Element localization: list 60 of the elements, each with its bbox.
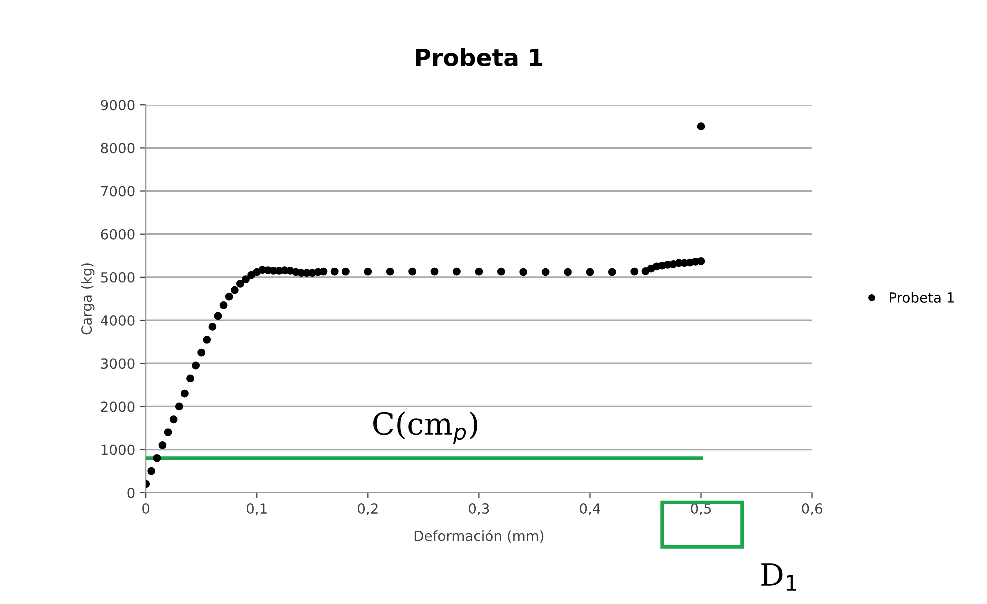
- point: [642, 267, 650, 276]
- x-tick-label: 0,1: [246, 504, 267, 516]
- point: [630, 268, 639, 276]
- point: [220, 301, 228, 310]
- point: [208, 323, 217, 331]
- point: [198, 348, 206, 357]
- point: [542, 268, 550, 276]
- point: [164, 428, 172, 436]
- point: [175, 402, 184, 411]
- point: [608, 268, 616, 276]
- point: [230, 286, 239, 294]
- x-tick-label: 0,2: [358, 504, 378, 516]
- x-tick-label: 0,3: [469, 504, 490, 516]
- point: [192, 362, 200, 370]
- point: [364, 268, 372, 276]
- point: [214, 312, 222, 320]
- point: [453, 268, 461, 276]
- point: [697, 258, 706, 266]
- point: [158, 442, 167, 450]
- y-tick-label: 6000: [101, 229, 135, 240]
- point: [186, 374, 194, 383]
- text: D$_{1}$: [762, 564, 796, 591]
- y-axis-title: Carga (kg): [81, 264, 95, 335]
- y-tick-label: 2000: [101, 402, 135, 412]
- y-tick-label: 5000: [101, 272, 135, 283]
- x-tick-label: 0: [142, 504, 150, 514]
- point: [170, 416, 178, 424]
- point: [475, 268, 484, 276]
- point: [225, 292, 234, 301]
- point: [153, 454, 162, 462]
- x-tick-label: 0,4: [580, 504, 600, 516]
- y-tick-label: 1000: [102, 444, 135, 456]
- point: [248, 271, 256, 280]
- chart-title: Probeta 1: [416, 48, 543, 67]
- point: [242, 276, 250, 284]
- y-tick-label: 0: [128, 488, 135, 498]
- legend-label: Probeta 1: [890, 292, 954, 304]
- x-axis-title: Deformación (mm): [414, 530, 544, 543]
- point: [236, 280, 244, 288]
- point: [386, 268, 394, 276]
- y-tick-label: 7000: [101, 186, 135, 197]
- point: [148, 467, 156, 476]
- point: [586, 268, 594, 276]
- x-tick-label: 0,6: [802, 504, 822, 516]
- y-tick-label: 3000: [101, 358, 135, 370]
- point: [430, 268, 439, 276]
- point: [180, 390, 189, 398]
- point: [320, 268, 328, 276]
- point: [697, 122, 706, 131]
- point: [520, 268, 528, 276]
- point: [330, 268, 339, 276]
- point: [342, 268, 350, 276]
- annotation: C(cm$_{p}$): [374, 412, 478, 444]
- y-tick-label: 4000: [100, 315, 135, 326]
- y-tick-label: 9000: [101, 100, 135, 111]
- point: [497, 268, 506, 276]
- y-tick-label: 8000: [101, 143, 135, 154]
- point: [203, 336, 212, 344]
- point: [408, 268, 417, 276]
- point: [564, 268, 572, 276]
